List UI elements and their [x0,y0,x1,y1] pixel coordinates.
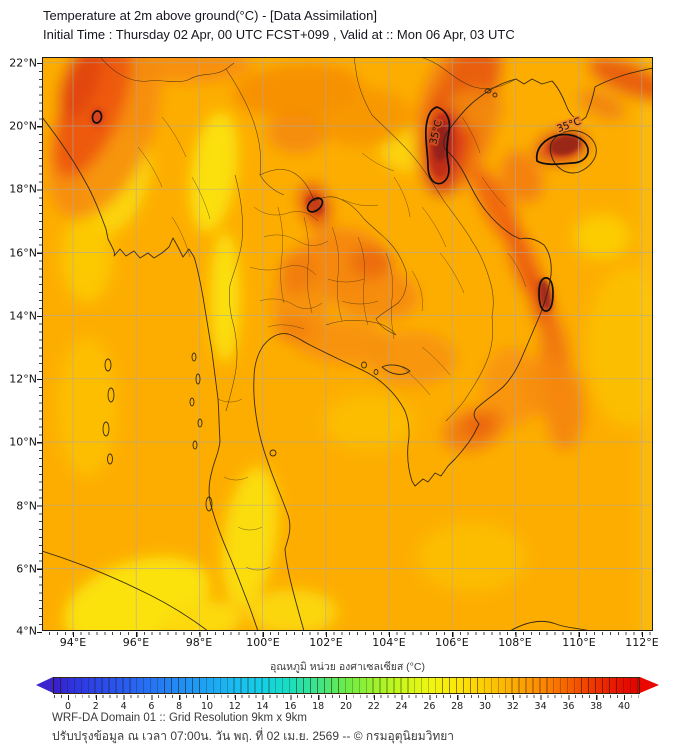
lat-tick-label: 22°N [9,56,37,70]
colorbar-tick-label: 38 [590,701,603,712]
lat-axis-major-ticks [36,62,42,633]
colorbar-tick-label: 28 [451,701,464,712]
colorbar-tick-label: 22 [367,701,380,712]
map-plot: 35°C 35°C [42,57,653,631]
lon-tick-label: 96°E [122,636,150,649]
lat-tick-label: 16°N [9,246,37,260]
colorbar: อุณหภูมิ หน่วย องศาเซลเซียส (°C) 0 2 4 6… [0,658,676,718]
footer: WRF-DA Domain 01 :: Grid Resolution 9km … [52,710,454,745]
colorbar-tick-label: 40 [617,701,631,712]
colorbar-title: อุณหภูมิ หน่วย องศาเซลเซียส (°C) [270,661,425,673]
colorbar-tick-label: 20 [339,701,353,712]
page-title: Temperature at 2m above ground(°C) - [Da… [43,8,377,23]
colorbar-tick-label: 0 [64,701,72,712]
colorbar-tick-label: 8 [176,701,183,712]
plot-border [42,57,653,631]
footer-update-info: ปรับปรุงข้อมูล ณ เวลา 07:00น. วัน พฤ. ที… [52,729,455,743]
colorbar-major-ticks [67,695,628,700]
lon-tick-label: 94°E [59,636,87,649]
colorbar-tick-label: 32 [506,701,519,712]
lon-tick-label: 106°E [435,636,469,649]
colorbar-tick-label: 2 [92,701,99,712]
page-subtitle: Initial Time : Thursday 02 Apr, 00 UTC F… [43,27,515,42]
lon-tick-label: 98°E [185,636,213,649]
lat-tick-label: 12°N [9,372,37,386]
lat-tick-label: 20°N [9,119,37,133]
lon-tick-label: 102°E [309,636,343,649]
country-borders [99,57,517,422]
map-svg: 35°C 35°C [42,57,653,631]
province-borders [137,116,527,571]
colorbar-tick-label: 10 [200,701,214,712]
lat-tick-label: 14°N [9,309,37,323]
colorbar-tick-label: 4 [120,701,127,712]
colorbar-tick-label: 6 [148,701,155,712]
colorbar-tick-label: 36 [562,701,575,712]
lat-tick-label: 18°N [9,182,37,196]
lat-tick-label: 8°N [16,499,37,513]
lon-axis-major-ticks [72,631,645,637]
colorbar-tick-label: 18 [312,701,325,712]
colorbar-cell-dividers [53,677,640,694]
graticule-gridlines [42,57,653,631]
lon-tick-label: 104°E [372,636,406,649]
lon-tick-label: 112°E [625,636,659,649]
lon-tick-label: 100°E [246,636,280,649]
title-block: Temperature at 2m above ground(°C) - [Da… [43,6,515,44]
colorbar-tick-label: 12 [228,701,241,712]
colorbar-tick-label: 30 [478,701,492,712]
lat-tick-label: 6°N [16,562,37,576]
lat-tick-label: 10°N [9,435,37,449]
colorbar-right-arrow-icon [640,677,659,693]
colorbar-tick-label: 26 [423,701,436,712]
lat-tick-label: 4°N [16,624,37,638]
temperature-field: 35°C 35°C [42,57,653,631]
temperature-contours [91,106,589,312]
colorbar-tick-label: 34 [534,701,547,712]
colorbar-tick-label: 14 [256,701,269,712]
lon-tick-label: 108°E [498,636,532,649]
colorbar-left-arrow-icon [36,677,53,693]
colorbar-tick-label: 16 [284,701,297,712]
lon-tick-label: 110°E [562,636,596,649]
footer-domain-info: WRF-DA Domain 01 :: Grid Resolution 9km … [52,712,307,724]
colorbar-tick-label: 24 [395,701,408,712]
